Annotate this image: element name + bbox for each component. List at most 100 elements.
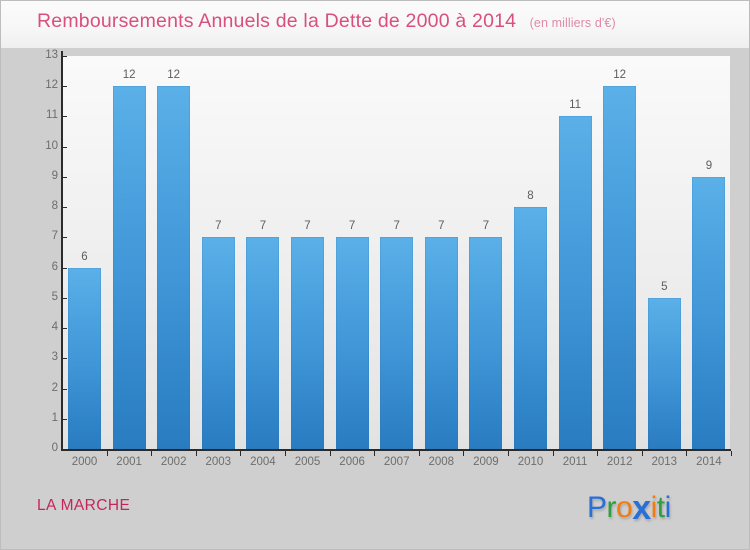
y-axis-tick-label: 11 [46,109,58,122]
bar-value-label-2009: 7 [482,220,490,233]
y-axis-labels: 0 1 2 3 4 5 6 7 8 9 10 11 12 13 [1,1,58,549]
y-axis-tick-label: 2 [51,381,58,394]
x-axis-label-2004: 2004 [250,456,276,468]
proxiti-logo[interactable]: Proxiti [587,489,672,527]
bar-value-label-2001: 12 [122,69,136,82]
x-axis-tick-mark [641,451,643,456]
y-axis-tick-label: 8 [51,200,58,213]
x-axis-tick-mark [284,451,286,456]
x-axis-label-2007: 2007 [383,456,410,468]
logo-letter-x: x [632,489,651,527]
bar-value-label-2002: 12 [167,69,181,82]
x-axis-line [61,449,731,451]
logo-letter-i2: i [664,491,672,524]
y-axis-tick-label: 10 [45,139,58,152]
y-axis-tick-mark [62,388,67,390]
logo-letter-p: P [587,491,607,524]
y-axis-tick-label: 6 [51,260,58,273]
bar-value-label-2012: 12 [613,69,627,82]
bar-value-label-2003: 7 [215,220,222,233]
x-axis-label-2001: 2001 [116,456,142,468]
x-axis-label-2014: 2014 [696,456,722,468]
x-axis-label-2003: 2003 [205,456,232,468]
logo-letter-o: o [616,491,633,524]
bar-2011[interactable] [558,116,592,449]
x-axis-tick-mark [329,451,331,456]
bar-2013[interactable] [647,297,681,449]
bar-2008[interactable] [424,237,458,449]
y-axis-tick-mark [62,358,67,360]
x-axis-tick-mark [597,451,599,456]
x-axis-label-2002: 2002 [160,456,187,468]
y-axis-tick-mark [62,176,67,178]
bar-2003[interactable] [201,237,235,449]
y-axis-tick-mark [62,297,67,299]
x-axis-label-2009: 2009 [473,456,499,468]
bar-value-label-2011: 11 [569,99,582,112]
entity-name: LA MARCHE [37,497,131,514]
y-axis-tick-mark [62,146,67,148]
y-axis-tick-label: 9 [51,169,58,182]
bar-value-label-2013: 5 [661,280,668,293]
x-axis-tick-mark [151,451,153,456]
bar-2000[interactable] [68,267,101,449]
y-axis-line [61,51,63,451]
bar-2005[interactable] [291,237,324,449]
y-axis-tick-label: 5 [51,290,58,303]
bar-value-label-2006: 7 [348,220,356,233]
bar-2007[interactable] [380,237,414,449]
bar-value-label-2005: 7 [304,220,311,233]
x-axis-tick-mark [552,451,554,456]
x-axis-label-2013: 2013 [651,456,678,468]
bar-2010[interactable] [514,207,547,449]
x-axis-label-2000: 2000 [71,456,98,468]
y-axis-tick-mark [62,116,67,118]
logo-letter-r: r [606,491,617,524]
y-axis-tick-label: 12 [45,79,58,92]
chart-footer: LA MARCHE Proxiti [1,479,749,549]
x-axis-tick-mark [106,451,108,456]
y-axis-tick-mark [62,56,67,57]
bar-value-label-2014: 9 [705,159,713,172]
bar-value-label-2010: 8 [527,190,534,203]
x-axis-tick-mark [374,451,376,456]
x-axis-label-2010: 2010 [517,456,544,468]
bar-2009[interactable] [469,237,503,449]
logo-letter-i1: i [650,491,658,524]
bar-2002[interactable] [157,86,191,449]
x-axis-tick-mark [507,451,509,456]
x-axis-label-2012: 2012 [606,456,633,468]
y-axis-tick-mark [62,418,67,420]
title-row: Remboursements Annuels de la Dette de 20… [37,10,616,33]
y-axis-tick-mark [62,237,67,239]
chart-subtitle: (en milliers d'€) [529,16,616,30]
page-title: Remboursements Annuels de la Dette de 20… [37,10,517,32]
x-axis-tick-mark [418,451,420,456]
x-axis-tick-mark [195,451,197,456]
y-axis-tick-label: 4 [51,321,58,334]
y-axis-tick-label: 13 [45,49,58,61]
x-axis-label-2008: 2008 [428,456,455,468]
x-axis-label-2011: 2011 [562,456,588,468]
y-axis-tick-label: 1 [51,411,58,424]
x-axis-tick-mark [463,451,465,456]
x-axis-tick-mark [686,451,688,456]
y-axis-tick-mark [62,328,67,330]
bar-2014[interactable] [692,176,726,449]
logo-letter-t: t [656,491,665,524]
y-axis-tick-mark [62,86,67,88]
x-axis-label-2006: 2006 [339,456,365,468]
chart-header: Remboursements Annuels de la Dette de 20… [1,1,749,48]
y-axis-tick-mark [62,207,67,209]
bar-value-label-2007: 7 [393,220,400,233]
x-axis-label-2005: 2005 [294,456,321,468]
bar-2001[interactable] [112,86,146,449]
bar-2004[interactable] [246,237,280,449]
y-axis-tick-label: 7 [51,230,58,243]
y-axis-tick-label: 0 [51,442,58,454]
bar-2006[interactable] [335,237,369,449]
y-axis-tick-mark [62,267,67,269]
bar-2012[interactable] [603,86,637,449]
x-axis-tick-mark [240,451,242,456]
